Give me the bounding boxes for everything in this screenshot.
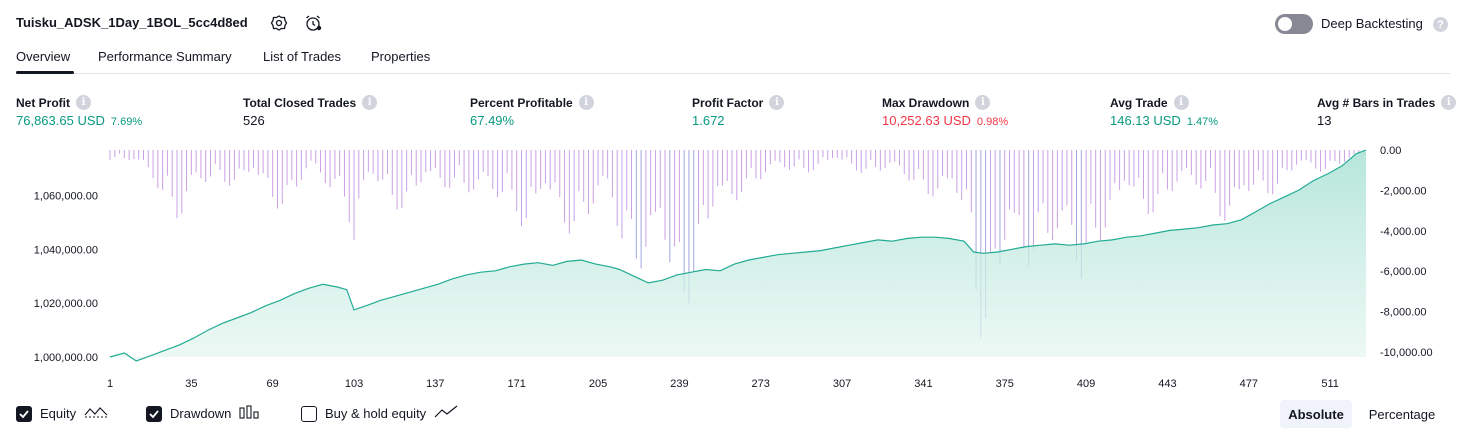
x-axis-tick: 171 [508, 378, 526, 390]
x-axis: 1 35 69 103 137 171 205 239 273 307 341 375 409 443 47… [107, 378, 1339, 390]
equity-checkbox[interactable] [16, 405, 32, 422]
right-axis-tick: -6,000.00 [1380, 266, 1426, 278]
bar-chart-icon [239, 405, 261, 422]
left-axis: 1,060,000.00 1,040,000.00 1,020,000.00 1,00… [34, 190, 98, 364]
x-axis-tick: 239 [670, 378, 688, 390]
tab-performance-summary[interactable]: Performance Summary [98, 49, 232, 64]
legend-equity[interactable]: Equity [16, 405, 108, 422]
trend-line-icon [434, 405, 458, 422]
buy-hold-checkbox[interactable] [301, 405, 317, 422]
settings-icon[interactable] [269, 13, 289, 33]
equity-area [110, 150, 1366, 361]
tab-properties[interactable]: Properties [371, 49, 431, 64]
metric-label-max-drawdown: Max Drawdown i [882, 95, 991, 110]
equity-line-icon [84, 405, 108, 422]
info-icon[interactable]: i [362, 95, 378, 110]
equity-drawdown-chart[interactable]: 1,060,000.00 1,040,000.00 1,020,000.00 1,00… [0, 140, 1466, 395]
right-axis-tick: 0.00 [1380, 145, 1401, 157]
absolute-button[interactable]: Absolute [1280, 400, 1352, 428]
right-axis-tick: -2,000.00 [1380, 185, 1426, 197]
strategy-title: Tuisku_ADSK_1Day_1BOL_5cc4d8ed [16, 15, 248, 30]
left-axis-tick: 1,040,000.00 [34, 244, 98, 256]
info-icon[interactable]: i [578, 95, 594, 110]
x-axis-tick: 35 [185, 378, 197, 390]
x-axis-tick: 69 [267, 378, 279, 390]
metric-value-net-profit: 76,863.65 USD 7.69% [16, 113, 143, 128]
right-axis: 0.00 -2,000.00 -4,000.00 -6,000.00 -8,000.00… [1380, 145, 1433, 359]
metric-label-avg-bars-in-trades: Avg # Bars in Trades i [1317, 95, 1457, 110]
legend-drawdown[interactable]: Drawdown [146, 405, 261, 422]
metric-label-net-profit: Net Profit i [16, 95, 91, 110]
x-axis-tick: 409 [1077, 378, 1095, 390]
left-axis-tick: 1,060,000.00 [34, 190, 98, 202]
left-axis-tick: 1,020,000.00 [34, 298, 98, 310]
metric-label-percent-profitable: Percent Profitable i [470, 95, 594, 110]
metric-value-percent-profitable: 67.49% [470, 113, 515, 128]
toggle-knob [1278, 17, 1292, 31]
tabs-divider [16, 73, 1450, 74]
equity-line [109, 149, 1367, 362]
x-axis-tick: 273 [752, 378, 770, 390]
tab-list-of-trades[interactable]: List of Trades [263, 49, 342, 64]
tab-overview[interactable]: Overview [16, 49, 71, 64]
info-icon[interactable]: i [1441, 95, 1457, 110]
alarm-clock-icon[interactable] [303, 13, 323, 33]
x-axis-tick: 341 [914, 378, 932, 390]
x-axis-tick: 443 [1158, 378, 1176, 390]
x-axis-tick: 137 [426, 378, 444, 390]
right-axis-tick: -8,000.00 [1380, 307, 1426, 319]
metric-value-avg-bars-in-trades: 13 [1317, 113, 1332, 128]
info-icon[interactable]: i [975, 95, 991, 110]
metric-value-total-closed-trades: 526 [243, 113, 265, 128]
active-tab-indicator [16, 71, 74, 74]
right-axis-tick: -4,000.00 [1380, 226, 1426, 238]
x-axis-tick: 103 [345, 378, 363, 390]
metric-value-profit-factor: 1.672 [692, 113, 725, 128]
x-axis-tick: 1 [107, 378, 113, 390]
drawdown-checkbox[interactable] [146, 405, 162, 422]
info-icon[interactable]: i [76, 95, 91, 110]
metric-label-total-closed-trades: Total Closed Trades i [243, 95, 378, 110]
left-axis-tick: 1,000,000.00 [34, 352, 98, 364]
help-icon[interactable]: ? [1433, 17, 1448, 32]
legend-buy-hold-equity[interactable]: Buy & hold equity [301, 405, 458, 422]
x-axis-tick: 375 [996, 378, 1014, 390]
x-axis-tick: 511 [1321, 378, 1339, 390]
x-axis-tick: 477 [1240, 378, 1258, 390]
info-icon[interactable]: i [1173, 95, 1189, 110]
metric-value-max-drawdown: 10,252.63 USD 0.98% [882, 113, 1009, 128]
info-icon[interactable]: i [769, 95, 785, 110]
metric-value-avg-trade: 146.13 USD 1.47% [1110, 113, 1219, 128]
x-axis-tick: 307 [833, 378, 851, 390]
right-axis-tick: -10,000.00 [1380, 347, 1433, 359]
metric-label-avg-trade: Avg Trade i [1110, 95, 1189, 110]
deep-backtesting-label: Deep Backtesting [1321, 16, 1423, 31]
x-axis-tick: 205 [589, 378, 607, 390]
deep-backtesting-toggle[interactable] [1275, 14, 1313, 34]
metric-label-profit-factor: Profit Factor i [692, 95, 785, 110]
percentage-button[interactable]: Percentage [1368, 406, 1436, 422]
